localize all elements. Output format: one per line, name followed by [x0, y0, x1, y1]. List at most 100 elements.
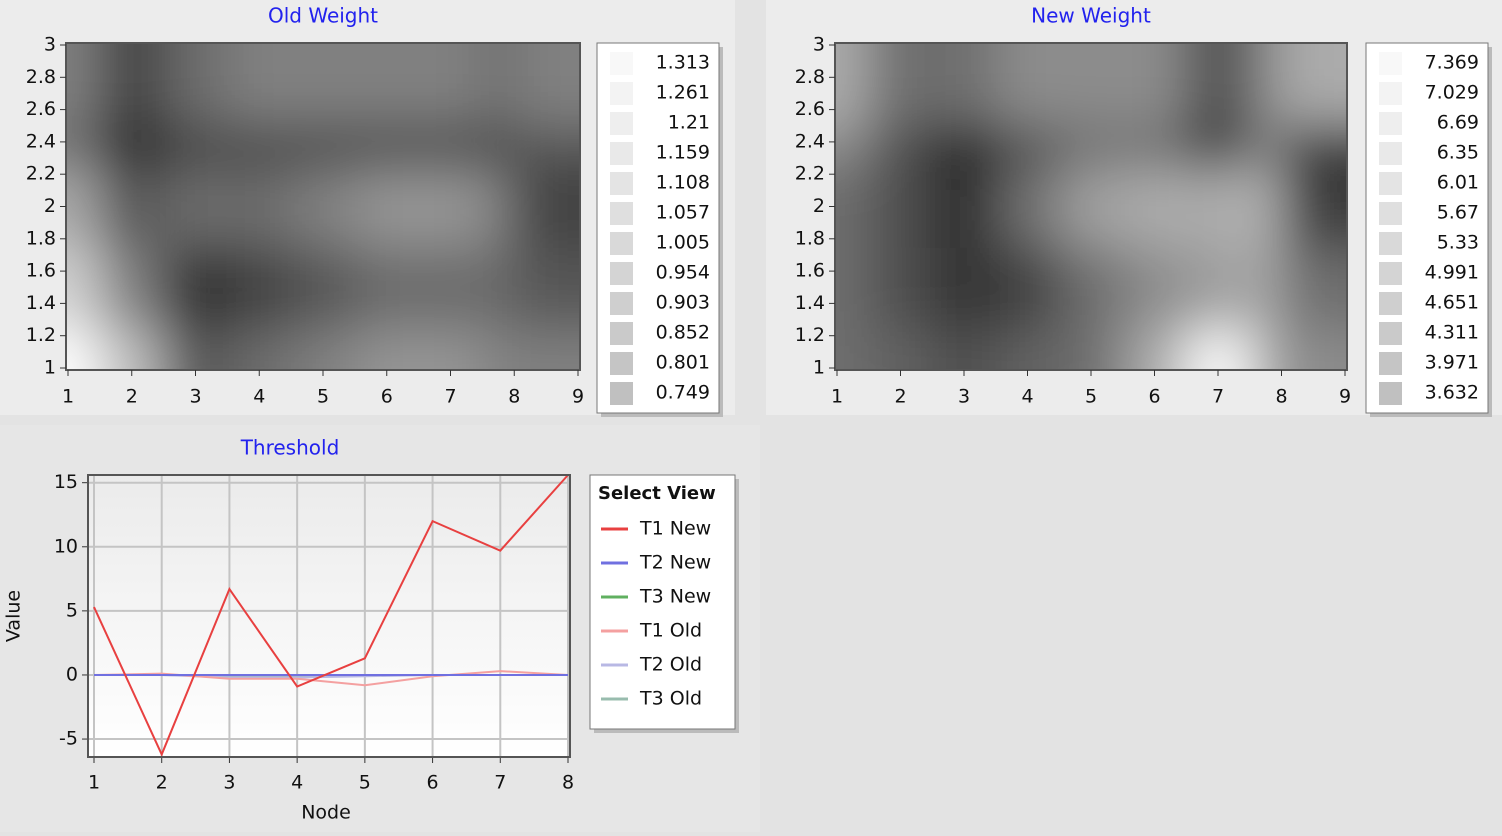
heatmap-cell: [1059, 43, 1124, 127]
y-tick-label: 2.6: [795, 98, 825, 120]
y-tick-label: 1: [813, 357, 825, 379]
x-tick-label: 4: [253, 386, 265, 408]
heatmap: [66, 43, 580, 370]
legend-swatch: [1379, 112, 1402, 135]
y-tick-label: 1.6: [26, 260, 56, 282]
x-tick-label: 2: [894, 386, 906, 408]
x-tick-label: 2: [126, 386, 138, 408]
legend-label: 3.971: [1425, 352, 1479, 374]
legend-swatch: [610, 322, 633, 345]
legend-swatch: [610, 202, 633, 225]
y-tick-label: 2.8: [795, 66, 825, 88]
x-axis-label: Node: [301, 802, 351, 824]
y-tick-label: 2: [44, 195, 56, 217]
heatmap-cell: [418, 166, 484, 248]
legend-label: 6.01: [1437, 172, 1479, 194]
chart-title: Threshold: [240, 436, 340, 460]
y-tick-label: 3: [813, 34, 825, 56]
y-tick-label: 2.2: [26, 163, 56, 185]
legend-label: 1.313: [656, 52, 710, 74]
y-tick-label: 0: [66, 663, 78, 685]
chart-title: New Weight: [1031, 4, 1151, 28]
heatmap-cell: [1186, 246, 1251, 329]
legend-label: 0.954: [656, 262, 710, 284]
heatmap-cell: [99, 43, 165, 127]
heatmap-cells: [66, 43, 580, 370]
series-line: [93, 474, 569, 757]
legend-label: 0.749: [656, 382, 710, 404]
x-tick-label: 5: [317, 386, 329, 408]
y-tick-label: 1.2: [795, 324, 825, 346]
heatmap-cell: [227, 166, 293, 248]
heatmap-cell: [1186, 166, 1251, 248]
heatmap-cell: [1059, 246, 1124, 329]
heatmap-cell: [291, 246, 356, 329]
legend-label: 1.159: [656, 142, 710, 164]
heatmap-cell: [227, 43, 293, 127]
chart-title: Old Weight: [268, 4, 378, 28]
legend-label: 7.029: [1425, 82, 1479, 104]
legend-label: T1 New: [639, 518, 711, 540]
legend-label: 4.991: [1425, 262, 1479, 284]
y-tick-label: 2.6: [26, 98, 56, 120]
legend-label: 6.69: [1437, 112, 1479, 134]
x-tick-label: 7: [494, 772, 506, 794]
x-tick-label: 3: [958, 386, 970, 408]
legend: [589, 474, 736, 730]
x-tick-label: 1: [88, 772, 100, 794]
y-tick-label: 1.2: [26, 324, 56, 346]
heatmap-cell: [418, 43, 484, 127]
legend-swatch: [1379, 352, 1402, 375]
legend-swatch: [1379, 52, 1402, 75]
heatmap-cell: [1122, 166, 1188, 248]
heatmap-cell: [1122, 246, 1188, 329]
legend-label: 4.651: [1425, 292, 1479, 314]
y-tick-label: 15: [54, 471, 78, 493]
legend-label: 1.261: [656, 82, 710, 104]
x-tick-label: 9: [1339, 386, 1351, 408]
legend-label: T3 Old: [639, 688, 702, 710]
legend-label: 1.21: [668, 112, 710, 134]
heatmap-cell: [291, 43, 356, 127]
y-tick-label: -5: [59, 728, 78, 750]
y-tick-label: 2.4: [795, 130, 825, 152]
y-tick-label: 1.4: [26, 292, 56, 314]
x-tick-label: 8: [508, 386, 520, 408]
x-tick-label: 3: [223, 772, 235, 794]
heatmap-cells: [835, 43, 1347, 370]
legend-swatch: [610, 142, 633, 165]
heatmap-cell: [1281, 43, 1347, 127]
heatmap-cell: [163, 166, 229, 248]
legend-label: 0.852: [656, 322, 710, 344]
legend-label: T1 Old: [639, 620, 702, 642]
y-tick-label: 2.4: [26, 130, 56, 152]
legend-label: 4.311: [1425, 322, 1479, 344]
heatmap-cell: [995, 166, 1061, 248]
legend-label: 5.33: [1437, 232, 1479, 254]
heatmap-cell: [995, 246, 1061, 329]
heatmap-cell: [932, 246, 997, 329]
legend-title: Select View: [598, 483, 716, 504]
heatmap-cell: [932, 166, 997, 248]
legend-swatch: [1379, 262, 1402, 285]
legend-swatch: [610, 382, 633, 405]
y-tick-label: 2.8: [26, 66, 56, 88]
heatmap-cell: [163, 246, 229, 329]
heatmap-cell: [514, 43, 580, 127]
y-tick-label: 2.2: [795, 163, 825, 185]
legend-swatch: [1379, 202, 1402, 225]
heatmap-cell: [354, 166, 420, 248]
x-tick-label: 3: [189, 386, 201, 408]
legend-label: 7.369: [1425, 52, 1479, 74]
legend-swatch: [610, 262, 633, 285]
heatmap-cell: [163, 43, 229, 127]
y-axis-label: Value: [3, 590, 25, 642]
y-tick-label: 1: [44, 357, 56, 379]
x-tick-label: 2: [156, 772, 168, 794]
legend-swatch: [610, 112, 633, 135]
x-tick-label: 6: [381, 386, 393, 408]
heatmap-cell: [1186, 43, 1251, 127]
plot-frame: [87, 474, 571, 758]
legend-label: T2 New: [639, 552, 711, 574]
